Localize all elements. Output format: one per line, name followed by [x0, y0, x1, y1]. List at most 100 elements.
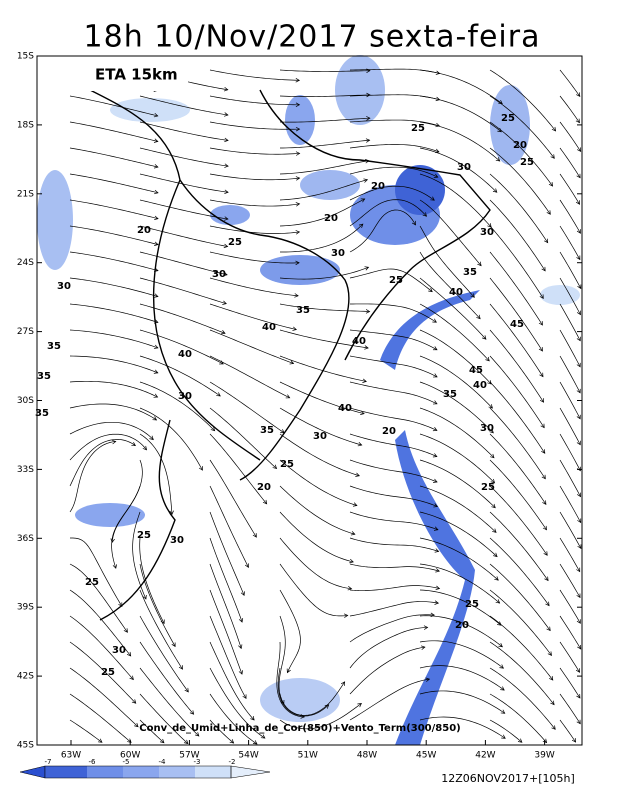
arrowhead: [126, 651, 132, 657]
arrowhead: [260, 734, 266, 739]
arrowhead: [127, 738, 132, 743]
streamline: [209, 199, 300, 207]
arrowhead: [497, 621, 502, 626]
streamline: [69, 380, 158, 398]
streamline: [69, 329, 159, 349]
streamline: [559, 251, 582, 289]
streamline: [69, 719, 103, 743]
arrowhead: [543, 551, 548, 556]
streamline: [139, 121, 229, 141]
arrowhead: [551, 126, 557, 132]
arrowhead: [434, 548, 440, 553]
contour-label: 25: [101, 667, 115, 678]
streamline: [349, 199, 427, 227]
contour-label: 30: [212, 269, 226, 280]
streamline: [69, 615, 134, 680]
arrowhead: [432, 427, 438, 432]
arrowhead: [493, 552, 498, 558]
streamline: [349, 678, 430, 721]
streamline: [139, 615, 189, 693]
contour-label: 20: [371, 181, 385, 192]
arrowhead: [223, 86, 229, 92]
streamline: [559, 459, 581, 497]
streamline: [419, 69, 503, 105]
contour-label: 35: [443, 389, 457, 400]
arrowhead: [550, 700, 555, 706]
streamline: [209, 459, 257, 538]
arrowhead: [295, 126, 301, 132]
streamline: [209, 303, 297, 330]
arrowhead: [362, 378, 367, 383]
streamline: [489, 537, 550, 606]
streamline: [419, 433, 495, 484]
colorbar-label: -7: [45, 758, 52, 766]
arrowhead: [295, 78, 301, 83]
arrowhead: [357, 441, 363, 447]
streamline: [209, 563, 242, 649]
streamline: [209, 381, 285, 434]
arrowhead: [435, 568, 440, 573]
streamline: [279, 703, 362, 730]
arrowhead: [224, 137, 229, 143]
lon-label: 45W: [416, 751, 436, 761]
streamline: [69, 251, 159, 271]
arrowhead: [189, 710, 195, 715]
arrowhead: [432, 453, 438, 458]
streamline: [139, 563, 176, 647]
arrowhead: [364, 345, 369, 350]
arrowhead: [577, 492, 581, 498]
streamline: [489, 147, 551, 215]
streamline: [209, 355, 290, 399]
arrowhead: [548, 182, 554, 187]
streamline: [489, 459, 547, 531]
contour-label: 25: [280, 459, 294, 470]
contour-label: 25: [85, 577, 99, 588]
streamline: [279, 485, 355, 535]
arrowhead: [433, 503, 439, 508]
streamline: [209, 251, 300, 264]
arrowhead: [244, 563, 249, 569]
run-info: 12Z06NOV2017+[105h]: [441, 772, 575, 785]
arrowhead: [229, 739, 235, 744]
arrowhead: [487, 380, 492, 385]
arrowhead: [350, 531, 356, 536]
streamline: [209, 225, 300, 234]
contour-label: 35: [35, 408, 49, 419]
streamline: [349, 614, 435, 643]
contour-label: 25: [501, 113, 515, 124]
streamline: [279, 198, 365, 227]
arrowhead: [485, 356, 490, 362]
arrowhead: [495, 599, 501, 604]
arrowhead: [97, 738, 103, 743]
contour-label: 40: [338, 403, 352, 414]
streamline: [489, 667, 556, 730]
contour-label: 30: [457, 162, 471, 173]
streamline: [419, 485, 497, 533]
streamline: [349, 166, 438, 178]
streamline: [139, 433, 173, 515]
contour-label: 30: [112, 645, 126, 656]
streamline: [209, 95, 300, 106]
arrowhead: [285, 394, 291, 399]
contour-label: 30: [480, 227, 494, 238]
arrowhead: [358, 223, 364, 229]
arrowhead: [517, 738, 523, 743]
streamline: [209, 69, 300, 81]
lat-label: 45S: [17, 741, 34, 751]
contour-label: 20: [513, 140, 527, 151]
streamline: [349, 355, 438, 378]
streamline: [349, 433, 438, 457]
arrowhead: [153, 138, 159, 143]
arrowhead: [428, 287, 433, 293]
lon-label: 48W: [357, 751, 377, 761]
streamline: [419, 277, 487, 340]
streamline: [209, 121, 300, 130]
arrowhead: [433, 173, 439, 178]
streamline: [419, 355, 493, 409]
arrowhead: [111, 439, 117, 445]
arrowhead: [430, 196, 435, 201]
arrowhead: [542, 525, 547, 531]
streamline: [349, 268, 433, 292]
streamline: [69, 403, 157, 421]
streamline: [349, 537, 439, 552]
